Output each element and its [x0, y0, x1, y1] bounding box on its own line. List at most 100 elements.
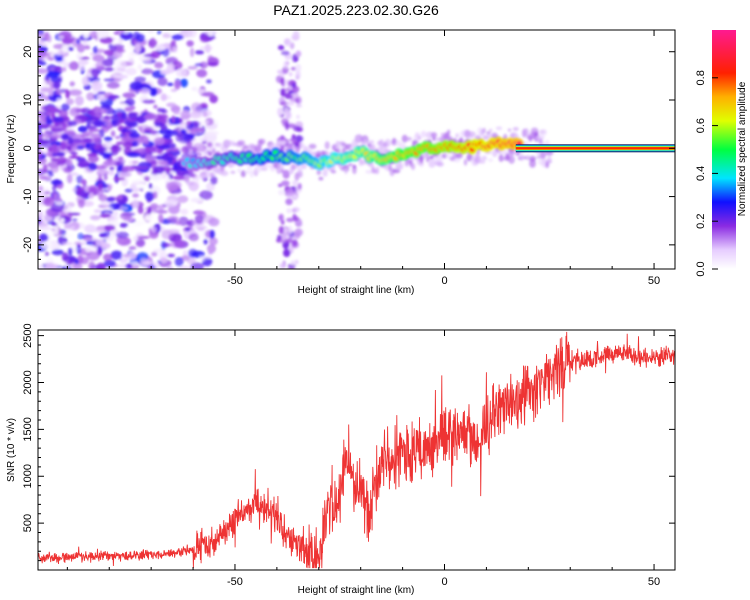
spectral-halo-blob	[400, 163, 405, 167]
spectral-stripe-blob	[291, 260, 295, 266]
spectral-halo-blob	[481, 155, 488, 161]
spectral-noise-blob	[171, 34, 184, 41]
spectral-halo-blob	[368, 140, 375, 144]
spectrogram-x-axis-label: Height of straight line (km)	[298, 285, 415, 296]
spectral-noise-blob	[50, 179, 63, 186]
spectral-noise-blob	[77, 198, 85, 208]
spectral-noise-blob	[45, 74, 50, 81]
spectral-stripe-blob	[282, 66, 289, 74]
spectral-noise-blob	[125, 263, 133, 269]
spectral-halo-blob	[322, 169, 328, 177]
spectral-noise-blob	[38, 264, 44, 269]
spectral-noise-blob	[199, 109, 212, 118]
spectral-cluster-blob	[59, 155, 66, 161]
spectral-noise-blob	[103, 260, 116, 268]
spectral-noise-blob	[75, 174, 83, 184]
spectral-noise-blob	[135, 238, 146, 248]
spectral-noise-blob	[38, 111, 45, 117]
spectral-halo-blob	[467, 131, 476, 137]
spectral-noise-blob	[92, 54, 105, 62]
spectral-halo-blob	[278, 162, 285, 171]
spectral-noise-blob	[180, 78, 188, 88]
spectral-noise-blob	[66, 173, 73, 184]
spectral-noise-blob	[168, 204, 180, 215]
spectral-noise-blob	[57, 76, 63, 84]
spectral-noise-blob	[50, 203, 65, 213]
spectral-noise-blob	[149, 173, 163, 181]
spectral-halo-blob	[440, 132, 444, 136]
spectral-stripe-blob	[280, 88, 286, 97]
spectral-stripe-blob	[291, 208, 297, 213]
spectral-noise-blob	[81, 241, 86, 246]
spectral-noise-blob	[150, 203, 159, 210]
spectral-noise-blob	[51, 222, 59, 227]
spectral-stripe-blob	[280, 236, 288, 239]
spectral-noise-blob	[191, 102, 202, 112]
spectral-halo-blob	[488, 158, 494, 162]
spectral-noise-blob	[115, 60, 127, 69]
spectral-halo-blob	[411, 162, 416, 171]
spectral-stripe-blob	[294, 259, 299, 265]
spectral-noise-blob	[167, 30, 176, 35]
spectral-noise-blob	[91, 81, 103, 91]
spectral-noise-blob	[115, 48, 126, 53]
spectral-halo-blob	[190, 173, 196, 177]
spectral-noise-blob	[157, 204, 164, 212]
spectral-noise-blob	[95, 239, 106, 247]
spectral-noise-blob	[151, 226, 157, 233]
spectral-stripe-blob	[285, 87, 292, 92]
spectral-noise-blob	[209, 229, 215, 239]
spectral-noise-blob	[106, 81, 120, 89]
spectral-noise-blob	[133, 220, 145, 227]
spectral-halo-blob	[290, 163, 297, 171]
spectral-noise-blob	[54, 91, 63, 95]
spectral-halo-blob	[189, 148, 193, 153]
spectral-stripe-blob	[290, 66, 297, 71]
spectral-halo-blob	[347, 163, 353, 167]
spectral-noise-blob	[74, 258, 79, 265]
spectral-noise-blob	[47, 230, 55, 237]
spectral-cluster-blob	[167, 139, 174, 144]
spectral-noise-blob	[90, 215, 101, 221]
spectral-noise-blob	[103, 253, 113, 262]
spectral-noise-blob	[110, 250, 123, 260]
spectral-noise-blob	[62, 44, 69, 53]
spectral-noise-blob	[205, 130, 220, 136]
spectral-noise-blob	[128, 227, 135, 233]
spectral-cluster-blob	[159, 128, 172, 135]
spectral-cluster-blob	[126, 122, 139, 128]
spectral-noise-blob	[103, 141, 113, 147]
spectral-stripe-blob	[281, 180, 290, 187]
spectral-noise-blob	[107, 95, 120, 99]
spectral-noise-blob	[101, 59, 115, 67]
spectral-noise-blob	[207, 30, 215, 37]
colorbar-label: Normalized spectral amplitude	[737, 81, 748, 216]
spectral-noise-blob	[155, 209, 168, 214]
spectral-noise-blob	[39, 225, 52, 231]
spectral-cluster-blob	[65, 158, 73, 167]
spectral-stripe-blob	[287, 266, 296, 269]
spectral-stripe-blob	[277, 234, 282, 240]
spectral-stripe-blob	[291, 33, 300, 41]
spectral-noise-blob	[98, 194, 108, 202]
spectral-noise-blob	[44, 251, 50, 257]
spectral-noise-blob	[190, 262, 204, 269]
spectral-noise-blob	[207, 55, 214, 63]
spectral-noise-blob	[159, 257, 168, 263]
spectral-noise-blob	[158, 213, 164, 224]
spectral-noise-blob	[188, 233, 199, 242]
spectral-noise-blob	[196, 69, 208, 78]
spectral-halo-blob	[217, 142, 223, 149]
spectral-noise-blob	[168, 63, 175, 74]
spectral-halo-blob	[277, 140, 285, 145]
spectral-cluster-blob	[103, 159, 117, 167]
spectral-halo-blob	[237, 140, 246, 146]
spectral-cluster-blob	[115, 141, 124, 146]
spectral-halo-blob	[543, 129, 547, 136]
spectral-noise-blob	[187, 66, 198, 70]
spectral-noise-blob	[166, 181, 179, 192]
spectral-noise-blob	[84, 44, 91, 50]
spectral-halo-blob	[482, 127, 486, 134]
colorbar-tick-label: 0.2	[695, 214, 707, 229]
spectral-noise-blob	[72, 263, 83, 269]
